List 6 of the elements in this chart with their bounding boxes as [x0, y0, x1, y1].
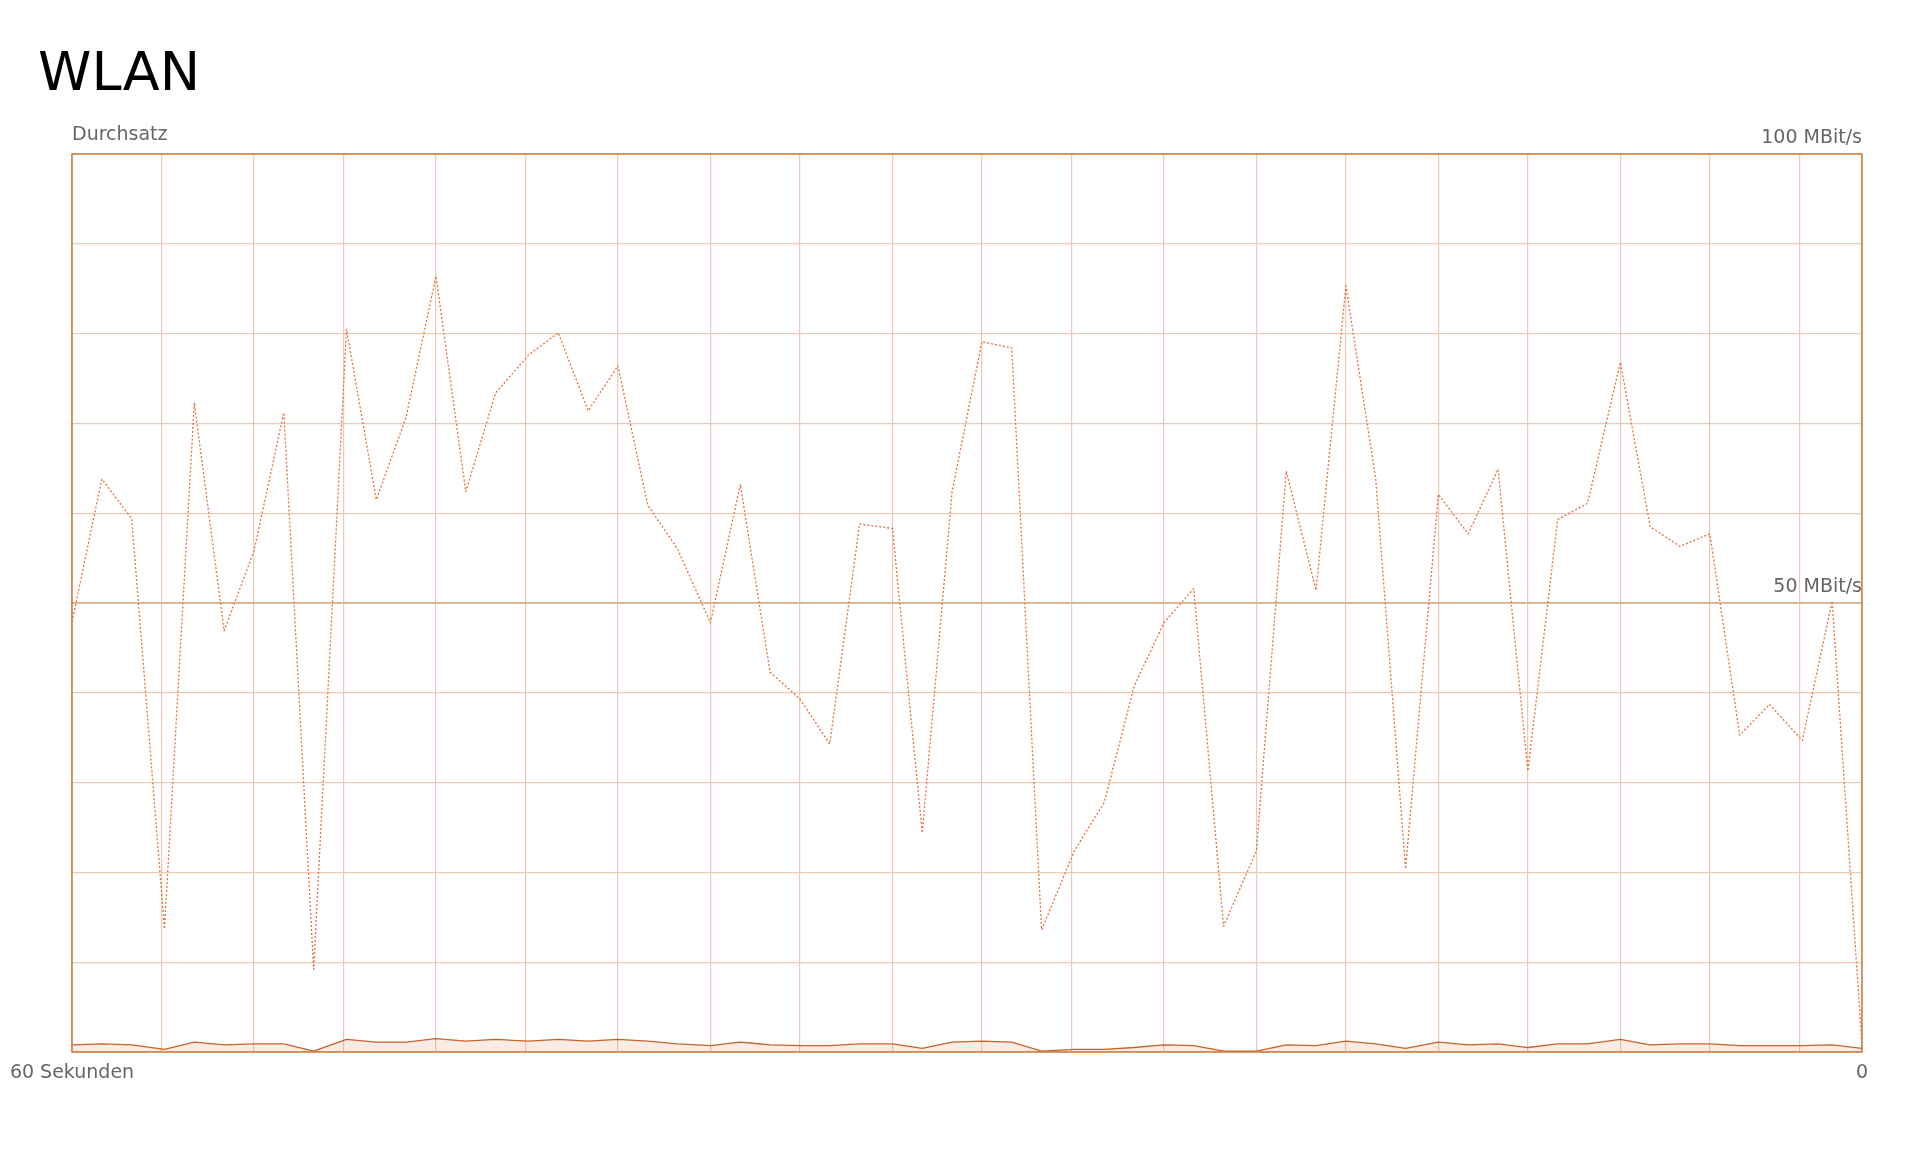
- y-tick-label: 100 MBit/s: [1761, 125, 1862, 148]
- y-tick-label: 50 MBit/s: [1773, 574, 1862, 597]
- x-tick-label: 0: [1855, 1060, 1869, 1083]
- y-axis-title: Durchsatz: [72, 122, 168, 144]
- x-tick-label: 60 Sekunden: [9, 1060, 135, 1083]
- chart-title: WLAN: [38, 40, 201, 103]
